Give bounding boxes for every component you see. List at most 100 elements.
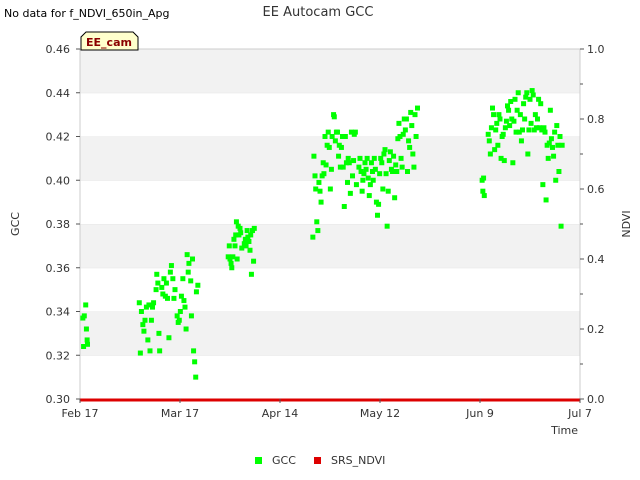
gcc-point [513, 129, 519, 135]
gcc-point [81, 313, 87, 319]
gcc-point [328, 166, 334, 172]
x-axis: Feb 17 Mar 17 Apr 14 May 12 Jun 9 Jul 7 [62, 399, 592, 420]
gcc-point [315, 228, 321, 234]
gcc-point [481, 175, 487, 181]
gcc-point [551, 153, 557, 159]
gcc-point [487, 151, 493, 157]
gcc-point [321, 171, 327, 177]
gcc-point [553, 177, 559, 183]
y2-axis: 0.0 0.2 0.4 0.6 0.8 1.0 [580, 43, 605, 406]
gcc-point [154, 271, 160, 277]
gcc-point [159, 284, 165, 290]
gcc-point [558, 223, 564, 229]
legend-swatch-gcc [255, 457, 262, 464]
gcc-point [343, 160, 349, 166]
gcc-point [508, 99, 514, 104]
gcc-series [80, 88, 565, 380]
gcc-point [182, 304, 188, 310]
gcc-point [316, 179, 322, 185]
y-tick-label: 0.32 [46, 349, 71, 362]
gcc-point [174, 313, 180, 319]
gcc-point [497, 116, 503, 122]
gcc-point [185, 269, 191, 275]
gcc-point [386, 158, 392, 164]
gcc-point [375, 212, 380, 218]
gcc-point [495, 142, 501, 148]
gcc-point [383, 171, 389, 177]
gcc-point [335, 129, 340, 135]
gcc-point [502, 125, 508, 131]
x-tick-label: Feb 17 [62, 407, 99, 420]
gcc-point [237, 225, 243, 231]
gcc-point [382, 147, 388, 153]
gcc-point [327, 186, 333, 192]
y-axis-label: GCC [9, 212, 22, 236]
gcc-point [317, 188, 323, 194]
gcc-point [245, 234, 251, 240]
y2-tick-label: 0.2 [587, 323, 605, 336]
gcc-point [85, 341, 90, 347]
gcc-point [400, 131, 406, 137]
gcc-point [345, 155, 351, 161]
gcc-point [145, 337, 151, 343]
gcc-point [362, 160, 368, 166]
gcc-point [243, 243, 249, 249]
gcc-point [192, 359, 198, 365]
chart-title: EE Autocam GCC [263, 5, 374, 20]
gcc-point [406, 138, 412, 144]
gcc-point [165, 295, 170, 301]
gcc-point [520, 127, 525, 133]
gcc-point [337, 164, 343, 170]
no-data-note: No data for f_NDVI_650in_Apg [4, 7, 170, 20]
gcc-point [510, 160, 516, 166]
gcc-point [543, 197, 549, 203]
gcc-point [407, 144, 413, 150]
gcc-point [507, 123, 513, 129]
gcc-point [546, 140, 552, 146]
gcc-point [408, 109, 414, 115]
gcc-point [521, 101, 527, 107]
gcc-point [345, 179, 350, 185]
gcc-point [391, 153, 397, 159]
gcc-point [410, 151, 416, 157]
gcc-point [532, 112, 538, 118]
gcc-point [535, 116, 540, 122]
gcc-point [340, 164, 346, 170]
gcc-point [136, 300, 142, 306]
gcc-point [357, 155, 363, 161]
y2-tick-label: 0.4 [587, 253, 605, 266]
gcc-point [514, 107, 520, 113]
gcc-point [190, 256, 195, 262]
gcc-point [485, 131, 491, 137]
gcc-point [331, 114, 337, 120]
gcc-point [150, 304, 155, 310]
gcc-point [511, 118, 517, 124]
gcc-point [559, 142, 565, 148]
gcc-point [244, 228, 250, 234]
site-label: EE_cam [86, 36, 132, 49]
gcc-point [351, 158, 357, 164]
gcc-point [183, 326, 189, 332]
gcc-point [230, 254, 236, 260]
gcc-point [360, 177, 366, 183]
gcc-point [367, 182, 373, 188]
gcc-point [153, 287, 159, 293]
gcc-point [151, 300, 157, 306]
gcc-point [547, 107, 553, 113]
gcc-point [358, 169, 364, 174]
gcc-point [390, 169, 395, 174]
gcc-point [518, 138, 524, 144]
y2-tick-label: 0.6 [587, 183, 605, 196]
gcc-point [234, 256, 240, 262]
gcc-point [540, 182, 546, 188]
gcc-point [84, 337, 90, 343]
gcc-point [336, 153, 342, 159]
gcc-point [251, 258, 257, 264]
gcc-point [536, 96, 542, 102]
gcc-point [524, 90, 530, 96]
gcc-point [247, 247, 253, 253]
gcc-point [370, 177, 376, 183]
gcc-point [392, 195, 398, 201]
legend-swatch-srs_ndvi [314, 457, 321, 464]
gcc-point [325, 129, 331, 135]
